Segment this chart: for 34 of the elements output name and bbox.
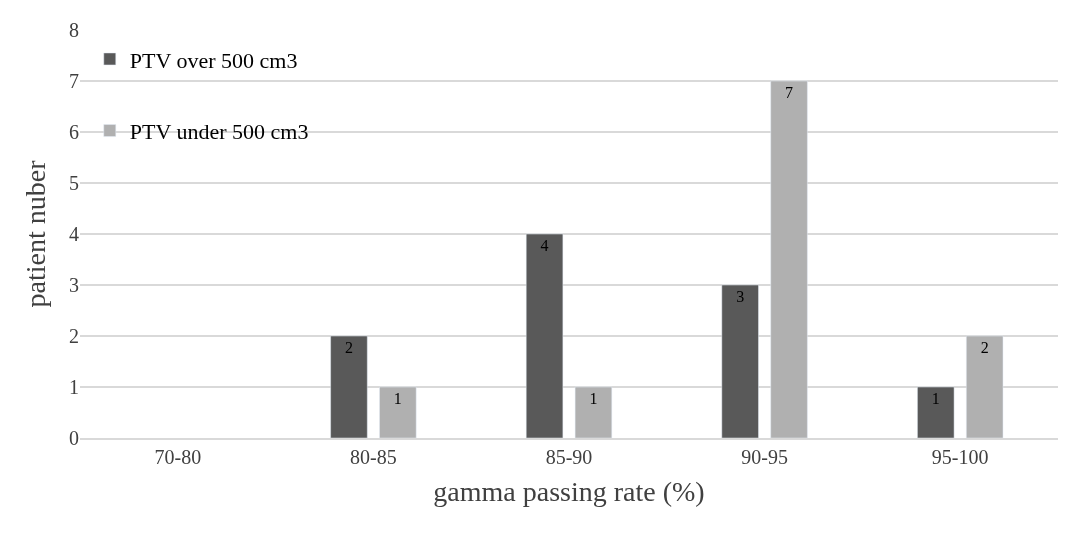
x-tick-label: 90-95 xyxy=(741,445,788,468)
data-label: 4 xyxy=(540,237,549,254)
bar xyxy=(525,233,564,438)
data-label: 1 xyxy=(931,390,940,407)
y-tick-label: 0 xyxy=(69,427,79,449)
bar xyxy=(330,335,368,438)
y-tick-label: 6 xyxy=(69,121,79,143)
bar xyxy=(721,284,759,438)
y-tick-label: 1 xyxy=(69,376,79,398)
data-label: 7 xyxy=(785,84,794,101)
data-label: 1 xyxy=(589,390,598,407)
x-tick-label: 95-100 xyxy=(931,445,989,468)
data-label: 2 xyxy=(344,339,353,356)
y-tick-label: 2 xyxy=(69,325,79,347)
y-tick-label: 4 xyxy=(69,223,79,245)
bar xyxy=(966,335,1004,438)
bar xyxy=(574,386,613,438)
y-tick-label: 7 xyxy=(69,70,79,92)
y-axis-title: patient nuber xyxy=(19,159,51,308)
data-label: 1 xyxy=(393,390,402,407)
y-tick-label: 8 xyxy=(69,19,79,41)
x-tick-label: 70-80 xyxy=(154,445,202,468)
legend-label: PTV over 500 cm3 xyxy=(129,47,298,73)
bar xyxy=(379,386,417,438)
x-tick-label: 80-85 xyxy=(350,445,397,468)
x-tick-label: 85-90 xyxy=(545,445,593,468)
data-label: 3 xyxy=(736,288,745,305)
bar xyxy=(770,80,808,438)
y-tick-label: 5 xyxy=(69,172,79,194)
y-tick-label: 3 xyxy=(69,274,79,296)
legend-label: PTV under 500 cm3 xyxy=(129,119,309,145)
data-label: 2 xyxy=(980,339,989,356)
bar xyxy=(917,386,955,438)
x-axis-title: gamma passing rate (%) xyxy=(433,476,705,508)
